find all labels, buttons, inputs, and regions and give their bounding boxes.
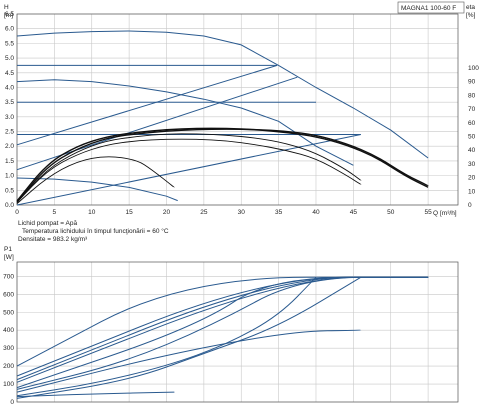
efficiency-curve bbox=[16, 133, 362, 203]
power-curve bbox=[16, 276, 429, 367]
bottom-chart-grid bbox=[16, 261, 459, 403]
medium-liquid: Lichid pompat = Apă bbox=[18, 220, 77, 227]
system-curve bbox=[16, 134, 361, 206]
y2-tick-label-eta: 0 bbox=[468, 202, 472, 209]
power-curve bbox=[16, 276, 429, 390]
y-tick-label-h: 5.0 bbox=[5, 55, 14, 62]
x-tick-label: 20 bbox=[163, 209, 171, 216]
x-tick-label: 45 bbox=[350, 209, 358, 216]
y-tick-label-p1: 0 bbox=[10, 399, 14, 406]
y2-tick-label-eta: 90 bbox=[468, 79, 476, 86]
y2-tick-label-eta: 30 bbox=[468, 161, 476, 168]
efficiency-curve bbox=[16, 156, 175, 204]
top-plot-frame bbox=[16, 13, 459, 206]
curves-layer bbox=[16, 30, 429, 399]
power-curve bbox=[16, 329, 362, 393]
y-tick-label-h: 2.5 bbox=[5, 129, 14, 136]
chart-title: MAGNA1 100-60 F bbox=[401, 5, 456, 12]
efficiency-curve bbox=[16, 128, 429, 203]
y-tick-label-h: 1.5 bbox=[5, 158, 14, 165]
y-tick-label-h: 5.5 bbox=[5, 40, 14, 47]
x-tick-label: 10 bbox=[88, 209, 96, 216]
x-axis-label-q: Q bbox=[433, 210, 438, 217]
x-axis-unit-q: [m³/h] bbox=[440, 210, 457, 217]
x-tick-label: 5 bbox=[53, 209, 57, 216]
y2-axis-label-eta: eta bbox=[466, 4, 475, 11]
y2-tick-label-eta: 100 bbox=[468, 65, 479, 72]
y2-tick-label-eta: 80 bbox=[468, 92, 476, 99]
x-tick-label: 40 bbox=[312, 209, 320, 216]
power-curve bbox=[16, 276, 317, 397]
power-curve bbox=[16, 276, 362, 399]
y-tick-label-p1: 300 bbox=[3, 345, 14, 352]
power-curve bbox=[16, 276, 429, 377]
y2-tick-label-eta: 20 bbox=[468, 175, 476, 182]
y2-axis-unit-eta: [%] bbox=[466, 12, 476, 19]
y-tick-label-h: 0.0 bbox=[5, 202, 14, 209]
y-axis-unit-p1: [W] bbox=[4, 254, 14, 261]
y-tick-label-p1: 700 bbox=[3, 273, 14, 280]
y-tick-label-h: 1.0 bbox=[5, 173, 14, 180]
labels-layer: 0 5 10 15 20 25 30 35 40 45 50 55 0.0 0.5 1.0 1.5 2.0 2.5… bbox=[3, 11, 479, 406]
y-axis-label-p1: P1 bbox=[4, 246, 12, 253]
x-tick-label: 15 bbox=[126, 209, 134, 216]
x-tick-label: 50 bbox=[387, 209, 395, 216]
top-chart-grid bbox=[16, 13, 459, 206]
y2-tick-label-eta: 50 bbox=[468, 134, 476, 141]
x-tick-label: 30 bbox=[238, 209, 246, 216]
bottom-plot-frame bbox=[16, 261, 459, 403]
y-tick-label-h: 2.0 bbox=[5, 143, 14, 150]
y2-tick-label-eta: 10 bbox=[468, 188, 476, 195]
medium-density: Densitate = 983.2 kg/m³ bbox=[18, 236, 88, 243]
y-tick-label-h: 0.5 bbox=[5, 187, 14, 194]
power-curve bbox=[16, 276, 429, 389]
y2-tick-label-eta: 70 bbox=[468, 106, 476, 113]
x-tick-label: 55 bbox=[424, 209, 432, 216]
y-tick-label-p1: 500 bbox=[3, 309, 14, 316]
y-tick-label-h: 6.5 bbox=[5, 11, 14, 18]
y-tick-label-h: 6.0 bbox=[5, 26, 14, 33]
y-axis-label-h: H bbox=[4, 4, 9, 11]
title-box bbox=[397, 1, 465, 14]
y-tick-label-p1: 400 bbox=[3, 327, 14, 334]
medium-temperature: Temperatura lichidului în timpul funcţio… bbox=[22, 227, 169, 235]
y-tick-label-h: 3.0 bbox=[5, 114, 14, 121]
y-tick-label-p1: 600 bbox=[3, 291, 14, 298]
power-curve bbox=[16, 276, 429, 381]
x-tick-label: 25 bbox=[200, 209, 208, 216]
y-tick-label-h: 4.0 bbox=[5, 84, 14, 91]
y-tick-label-h: 4.5 bbox=[5, 70, 14, 77]
y-tick-label-p1: 100 bbox=[3, 381, 14, 388]
y2-tick-label-eta: 60 bbox=[468, 120, 476, 127]
y-tick-label-h: 3.5 bbox=[5, 99, 14, 106]
y-axis-unit-h: [m] bbox=[4, 12, 13, 19]
system-curve bbox=[16, 64, 278, 146]
y2-tick-label-eta: 40 bbox=[468, 147, 476, 154]
x-tick-label: 35 bbox=[275, 209, 283, 216]
pump-head-curve bbox=[16, 177, 178, 202]
power-curve bbox=[16, 391, 175, 398]
x-tick-label: 0 bbox=[15, 209, 19, 216]
y-tick-label-p1: 200 bbox=[3, 363, 14, 370]
pump-head-curve bbox=[16, 30, 429, 159]
efficiency-curve bbox=[16, 138, 362, 203]
